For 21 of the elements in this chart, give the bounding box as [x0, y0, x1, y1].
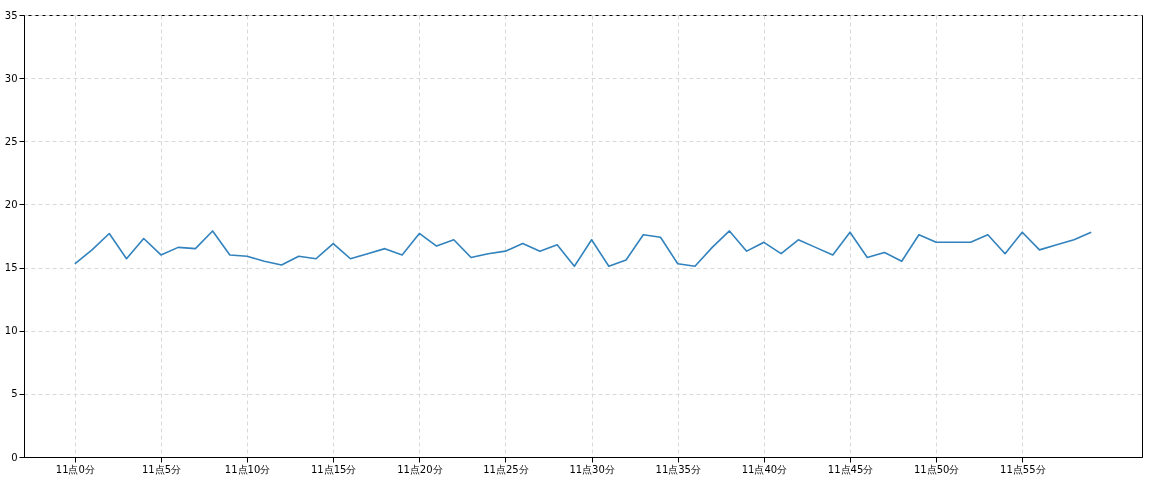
x-tick-label: 11点10分 [224, 463, 271, 475]
x-tick-label: 11点0分 [55, 463, 95, 475]
x-tick-label: 11点5分 [141, 463, 181, 475]
y-tick-label: 20 [4, 198, 18, 210]
x-tick-label: 11点20分 [397, 463, 443, 475]
x-tick-label: 11点25分 [483, 463, 529, 475]
y-tick-label: 15 [4, 262, 18, 274]
line-series [74, 230, 1092, 268]
x-tick-label: 11点30分 [569, 463, 615, 475]
y-tick-label: 35 [4, 9, 18, 21]
x-tick-label: 11点55分 [1000, 463, 1046, 475]
y-tick-label: 0 [11, 451, 18, 463]
y-tick-label: 10 [4, 325, 18, 337]
y-tick-label: 5 [11, 388, 18, 400]
x-tick-label: 11点40分 [741, 463, 788, 475]
y-tick-label: 25 [4, 135, 18, 147]
x-tick-label: 11点50分 [913, 463, 960, 475]
y-tick-label: 30 [4, 72, 18, 84]
x-tick-label: 11点15分 [310, 463, 357, 475]
x-tick-label: 11点35分 [655, 463, 701, 475]
x-tick-label: 11点45分 [827, 463, 874, 475]
